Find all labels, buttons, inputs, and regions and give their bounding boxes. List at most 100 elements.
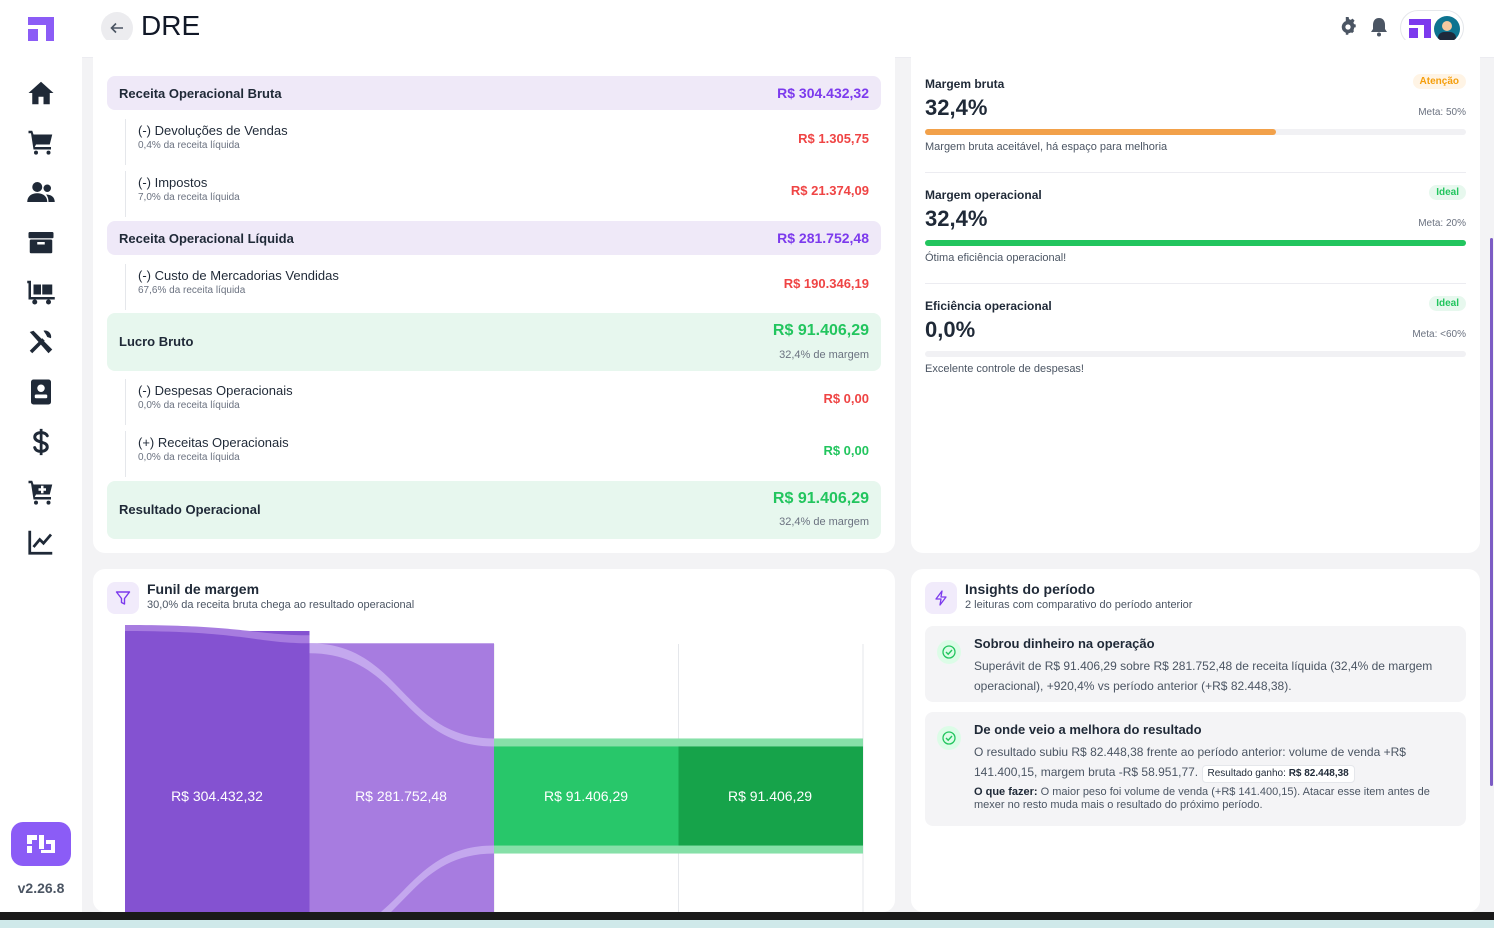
- scrollbar[interactable]: [1490, 238, 1493, 786]
- insight-title: Sobrou dinheiro na operação: [974, 636, 1155, 651]
- brand-badge[interactable]: [11, 822, 71, 866]
- funnel-stage-label: R$ 91.406,29: [543, 788, 629, 804]
- action-text: O maior peso foi volume de venda (+R$ 14…: [974, 786, 1430, 811]
- metric-value: 32,4%: [925, 95, 988, 120]
- sidebar-item-finance[interactable]: [24, 425, 58, 459]
- row-receitas-operacionais: (+) Receitas Operacionais 0,0% da receit…: [107, 431, 881, 477]
- metric-note: Margem bruta aceitável, há espaço para m…: [925, 141, 1168, 153]
- funnel-stage-label: R$ 91.406,29: [727, 788, 813, 804]
- box-icon: [28, 232, 54, 254]
- metric-value: 0,0%: [925, 317, 976, 342]
- sidebar-item-services[interactable]: [24, 325, 58, 359]
- row-resultado-operacional: Resultado Operacional R$ 91.406,29 32,4%…: [107, 481, 881, 539]
- row-value: R$ 0,00: [823, 443, 869, 458]
- action-label: O que fazer:: [974, 786, 1038, 798]
- funnel-cap: [125, 625, 310, 644]
- app-version: v2.26.8: [17, 880, 65, 896]
- progress-bar: [925, 351, 1466, 357]
- row-impostos: (-) Impostos 7,0% da receita líquida R$ …: [107, 171, 881, 217]
- sidebar-item-products[interactable]: [24, 225, 58, 259]
- settings-button[interactable]: [1337, 16, 1359, 38]
- funnel-stage-label: R$ 281.752,48: [355, 788, 447, 804]
- progress-fill: [925, 240, 1466, 246]
- dollar-icon: [33, 428, 49, 456]
- sidebar-item-customers[interactable]: [24, 175, 58, 209]
- indent-line: [125, 379, 126, 425]
- insight-description: O resultado subiu R$ 82.448,38 frente ao…: [974, 742, 1456, 783]
- chip-value: R$ 82.448,38: [1288, 768, 1349, 779]
- sidebar-item-delivery[interactable]: [24, 275, 58, 309]
- insights-subtitle: 2 leituras com comparativo do período an…: [965, 599, 1193, 611]
- row-label: Receita Operacional Bruta: [119, 86, 282, 101]
- row-subtext: 0,4% da receita líquida: [138, 140, 240, 151]
- row-subtext: 32,4% de margem: [779, 516, 869, 528]
- status-badge: Atenção: [1412, 74, 1466, 89]
- sidebar-item-purchases[interactable]: [24, 475, 58, 509]
- insight-action: O que fazer: O maior peso foi volume de …: [974, 786, 1460, 812]
- row-value: R$ 0,00: [823, 391, 869, 406]
- insight-description: Superávit de R$ 91.406,29 sobre R$ 281.7…: [974, 659, 1433, 693]
- metric-name: Margem bruta: [925, 77, 1005, 91]
- back-button[interactable]: [101, 12, 133, 44]
- row-label: Resultado Operacional: [119, 502, 261, 517]
- card-icon: [925, 582, 957, 614]
- tools-icon: [29, 330, 53, 354]
- row-value: R$ 281.752,48: [777, 230, 869, 246]
- row-label: Lucro Bruto: [119, 334, 194, 349]
- metrics-card: Margem bruta Atenção 32,4% Meta: 50% Mar…: [911, 40, 1480, 553]
- lightning-icon: [935, 590, 947, 606]
- sidebar-item-home[interactable]: [24, 76, 58, 110]
- row-value: R$ 304.432,32: [777, 85, 869, 101]
- brand-mark-icon: [27, 835, 55, 853]
- row-subtext: 32,4% de margem: [779, 349, 869, 361]
- row-subtext: 0,0% da receita líquida: [138, 452, 240, 463]
- row-label: (-) Despesas Operacionais: [138, 383, 293, 398]
- funnel-subtitle: 30,0% da receita bruta chega ao resultad…: [147, 599, 415, 611]
- funnel-stage-label: R$ 304.432,32: [171, 788, 263, 804]
- insights-card: Insights do período 2 leituras com compa…: [911, 569, 1480, 912]
- row-value: R$ 190.346,19: [783, 276, 869, 291]
- sidebar-item-sales[interactable]: [24, 125, 58, 159]
- metric-target: Meta: 50%: [1418, 107, 1466, 118]
- indent-line: [125, 431, 126, 477]
- notifications-button[interactable]: [1368, 16, 1390, 38]
- indent-line: [125, 264, 126, 310]
- funnel-stage-bar: [125, 631, 310, 912]
- row-receita-liquida: Receita Operacional Líquida R$ 281.752,4…: [107, 221, 881, 255]
- indent-line: [125, 171, 126, 217]
- desktop-strip: [0, 920, 1494, 928]
- row-cmv: (-) Custo de Mercadorias Vendidas 67,6% …: [107, 264, 881, 310]
- progress-bar: [925, 240, 1466, 246]
- row-subtext: 67,6% da receita líquida: [138, 285, 246, 296]
- row-despesas: (-) Despesas Operacionais 0,0% da receit…: [107, 379, 881, 425]
- bell-icon: [1371, 18, 1387, 37]
- result-chip: Resultado ganho: R$ 82.448,38: [1201, 765, 1355, 783]
- row-label: (+) Receitas Operacionais: [138, 435, 289, 450]
- delivery-icon: [27, 280, 55, 305]
- insight-item: De onde veio a melhora do resultado O re…: [925, 712, 1466, 826]
- metric-note: Ótima eficiência operacional!: [925, 252, 1067, 264]
- metric-value: 32,4%: [925, 206, 988, 231]
- contact-icon: [31, 379, 51, 405]
- gear-icon: [1341, 17, 1356, 35]
- chip-label: Resultado ganho:: [1207, 768, 1286, 779]
- app-logo[interactable]: [24, 13, 58, 43]
- metric-name: Margem operacional: [925, 188, 1042, 202]
- row-lucro-bruto: Lucro Bruto R$ 91.406,29 32,4% de margem: [107, 313, 881, 371]
- row-value: R$ 91.406,29: [772, 490, 869, 507]
- sidebar-item-reports[interactable]: [24, 525, 58, 559]
- funnel-card: Funil de margem 30,0% da receita bruta c…: [93, 569, 895, 912]
- check-circle-icon: [937, 640, 961, 664]
- metric-note: Excelente controle de despesas!: [925, 363, 1084, 375]
- row-value: R$ 21.374,09: [790, 183, 869, 198]
- check-circle-icon: [937, 726, 961, 750]
- funnel-stage-bar: [494, 746, 679, 846]
- insight-description-text: O resultado subiu R$ 82.448,38 frente ao…: [974, 745, 1406, 779]
- metric-name: Eficiência operacional: [925, 299, 1052, 313]
- row-devolucoes: (-) Devoluções de Vendas 0,4% da receita…: [107, 119, 881, 165]
- row-receita-bruta: Receita Operacional Bruta R$ 304.432,32: [107, 76, 881, 110]
- sidebar-item-contacts[interactable]: [24, 375, 58, 409]
- metric-target: Meta: <60%: [1412, 329, 1466, 340]
- dre-card: Receita Operacional Bruta R$ 304.432,32 …: [93, 40, 895, 553]
- row-value: R$ 91.406,29: [772, 322, 869, 339]
